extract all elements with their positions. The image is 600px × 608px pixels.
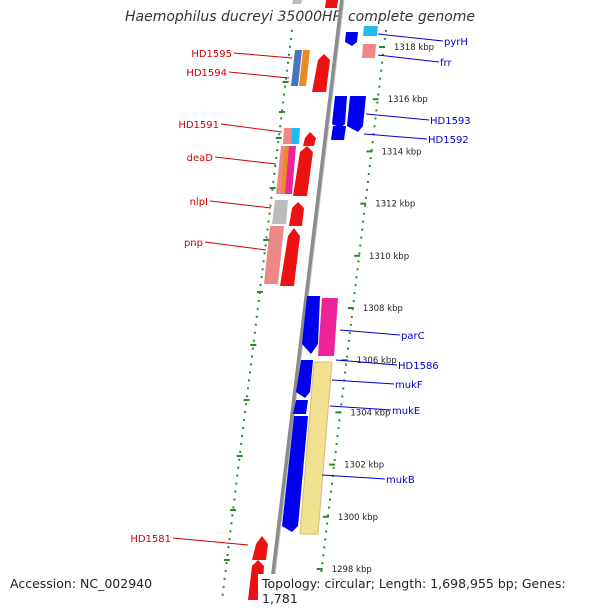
leader-line bbox=[220, 123, 283, 133]
tick-marks: 1318 kbp 1316 kbp 1314 kbp 1312 kbp 1310 kbp… bbox=[223, 43, 434, 575]
gene-nlpI bbox=[272, 200, 288, 224]
gene-arrow bbox=[292, 0, 302, 4]
leader-line bbox=[377, 33, 444, 42]
gene-label-frr: frr bbox=[440, 58, 452, 69]
tick-label: 1310 kbp bbox=[369, 252, 409, 262]
gene-HD1591 bbox=[283, 128, 292, 144]
gene-arrow bbox=[312, 54, 330, 92]
leader-line bbox=[365, 113, 430, 121]
tick-label: 1312 kbp bbox=[375, 200, 415, 210]
gene-label-dead: deaD bbox=[187, 153, 214, 164]
gene-frr bbox=[362, 44, 376, 58]
tick-label: 1298 kbp bbox=[332, 565, 372, 575]
leader-line bbox=[204, 241, 267, 251]
gene-label-hd1586: HD1586 bbox=[398, 361, 439, 372]
leader-line bbox=[339, 329, 401, 336]
gene-arrow bbox=[280, 228, 300, 286]
gene-HD1581 bbox=[252, 536, 268, 560]
gene-pnp bbox=[264, 226, 284, 284]
leader-line bbox=[209, 200, 272, 209]
gene-yellow bbox=[299, 361, 333, 535]
gene-arrow bbox=[325, 0, 338, 8]
gene-label-parc: parC bbox=[401, 331, 425, 342]
gene-label-hd1591: HD1591 bbox=[178, 120, 219, 131]
accession-text: Accession: NC_002940 bbox=[6, 574, 157, 593]
leader-line bbox=[377, 54, 440, 63]
tick-label: 1314 kbp bbox=[382, 147, 422, 157]
topology-text: Topology: circular; Length: 1,698,955 bp… bbox=[258, 574, 600, 608]
gene-label-hd1594: HD1594 bbox=[186, 68, 227, 79]
gene-label-mukf: mukF bbox=[395, 380, 423, 391]
leader-line bbox=[233, 52, 293, 59]
gene-HD1593 bbox=[332, 96, 347, 128]
gene-mukB bbox=[282, 416, 308, 532]
forward-genes bbox=[282, 26, 378, 535]
leader-line bbox=[228, 71, 290, 79]
tick-label: 1316 kbp bbox=[388, 95, 428, 105]
gene-label-pyrh: pyrH bbox=[444, 37, 468, 48]
gene-HD1592 bbox=[347, 96, 366, 132]
gene-label-muke: mukE bbox=[392, 406, 420, 417]
gene-label-hd1593: HD1593 bbox=[430, 116, 471, 127]
tick-label: 1302 kbp bbox=[344, 461, 384, 471]
genome-backbone bbox=[268, 0, 344, 600]
tick-label: 1300 kbp bbox=[338, 513, 378, 523]
gene-arrow bbox=[293, 146, 313, 196]
leader-line bbox=[363, 133, 428, 140]
gene-arrow bbox=[285, 146, 296, 194]
gene-arrow bbox=[291, 128, 300, 144]
gene-label-mukb: mukB bbox=[386, 475, 415, 486]
gene-arrow bbox=[289, 202, 304, 226]
gene-mukE bbox=[293, 400, 308, 414]
leader-line bbox=[321, 474, 386, 480]
gene-arrow bbox=[363, 26, 378, 36]
gene-labels: pyrH frr HD1593 HD1592 parC HD1586 mukF mukE muk… bbox=[130, 33, 471, 546]
gene-label-hd1595: HD1595 bbox=[191, 49, 232, 60]
tick-label: 1306 kbp bbox=[357, 356, 397, 366]
tick-label: 1318 kbp bbox=[394, 43, 434, 53]
gene-label-hd1581: HD1581 bbox=[130, 534, 171, 545]
gene-HD1595 bbox=[291, 50, 302, 86]
gene-parC bbox=[302, 296, 320, 354]
leader-line bbox=[329, 405, 392, 411]
reverse-genes bbox=[248, 50, 330, 600]
gene-mukF bbox=[296, 360, 313, 398]
leader-line bbox=[214, 156, 277, 165]
gene-HD1594 bbox=[299, 50, 310, 86]
map-title: Haemophilus ducreyi 35000HP, complete ge… bbox=[124, 9, 476, 25]
gene-HD1586 bbox=[318, 298, 338, 356]
tick-label: 1304 kbp bbox=[350, 408, 390, 418]
tick-label: 1308 kbp bbox=[363, 304, 403, 314]
gene-label-hd1592: HD1592 bbox=[428, 135, 469, 146]
leader-line bbox=[331, 379, 395, 385]
leader-line bbox=[172, 537, 249, 546]
leader-line bbox=[335, 359, 398, 366]
gene-label-nlpi: nlpI bbox=[190, 197, 208, 208]
gene-arrow bbox=[303, 132, 316, 146]
gene-label-pnp: pnp bbox=[184, 238, 203, 249]
gene-HD1592b bbox=[331, 126, 346, 140]
gene-pyrH bbox=[345, 32, 358, 46]
